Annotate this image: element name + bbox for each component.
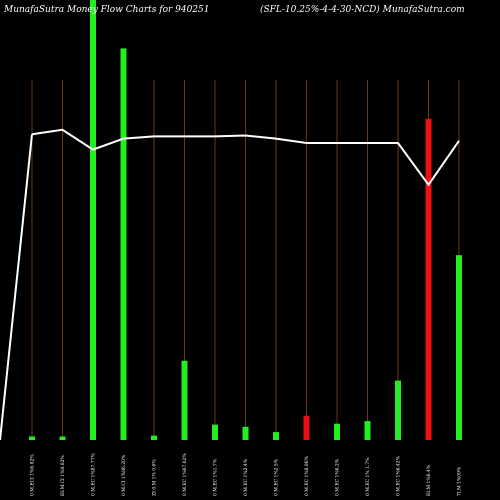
money-flow-bar [303,415,310,440]
bars [29,0,462,441]
x-tick-label: 0 M.CI 1%86.20% [121,454,127,496]
x-tick-label: 0 M.EC 1%6.42% [396,455,402,496]
money-flow-bar [120,48,127,441]
x-tick-label: 0 M.EC 1%6.2% [335,458,341,496]
x-tick-label: 0 M.ECI 1%6.82% [30,454,36,496]
money-flow-bar [242,426,249,440]
money-flow-bar [425,118,432,441]
money-flow-bar [456,255,462,440]
money-flow-bar [151,435,157,440]
money-flow-bar [29,436,35,440]
price-line-lead [0,134,33,441]
chart-header-right: (SFL-10.25%-4-4-30-NCD) MunafaSutra.com [260,4,465,15]
x-tick-label: EI:M.CI 1%8.82% [60,455,66,496]
money-flow-bar [273,432,279,440]
money-flow-bar [90,0,96,440]
money-flow-bar [334,423,340,440]
money-flow-bar [395,380,401,440]
x-tick-labels: 0 M.ECI 1%6.82% EI:M.CI 1%8.82% 0 M.EC 1%8… [30,452,463,496]
x-tick-label: 0 M.EC 1% 1.7% [365,457,371,496]
x-tick-label: 0 M.EC 1%1.7% [213,458,219,496]
money-flow-bar [364,421,371,440]
x-tick-label: 7I.M 1%09% [457,466,463,496]
x-tick-label: ZI 0.M 1% 0.6% [152,459,158,496]
x-tick-label: 0 M.EC 1%67.62% [182,452,188,496]
money-flow-bar [212,424,218,440]
x-tick-label: 0 M.EC 1%2.4% [243,458,249,496]
price-line-path [31,128,460,187]
x-tick-label: 0 M.EC 1%87.77% [91,452,97,496]
x-tick-label: 0 M.EC 1%2.5% [274,458,280,496]
price-line [0,128,460,441]
x-tick-label: 0 M.EC 1%8.96% [304,455,310,496]
chart-header-left: MunafaSutra Money Flow Charts for 940251 [3,5,210,15]
money-flow-bar [59,436,66,440]
x-tick-label: EI.M 1%6.4% [426,464,432,496]
money-flow-bar [181,360,188,440]
